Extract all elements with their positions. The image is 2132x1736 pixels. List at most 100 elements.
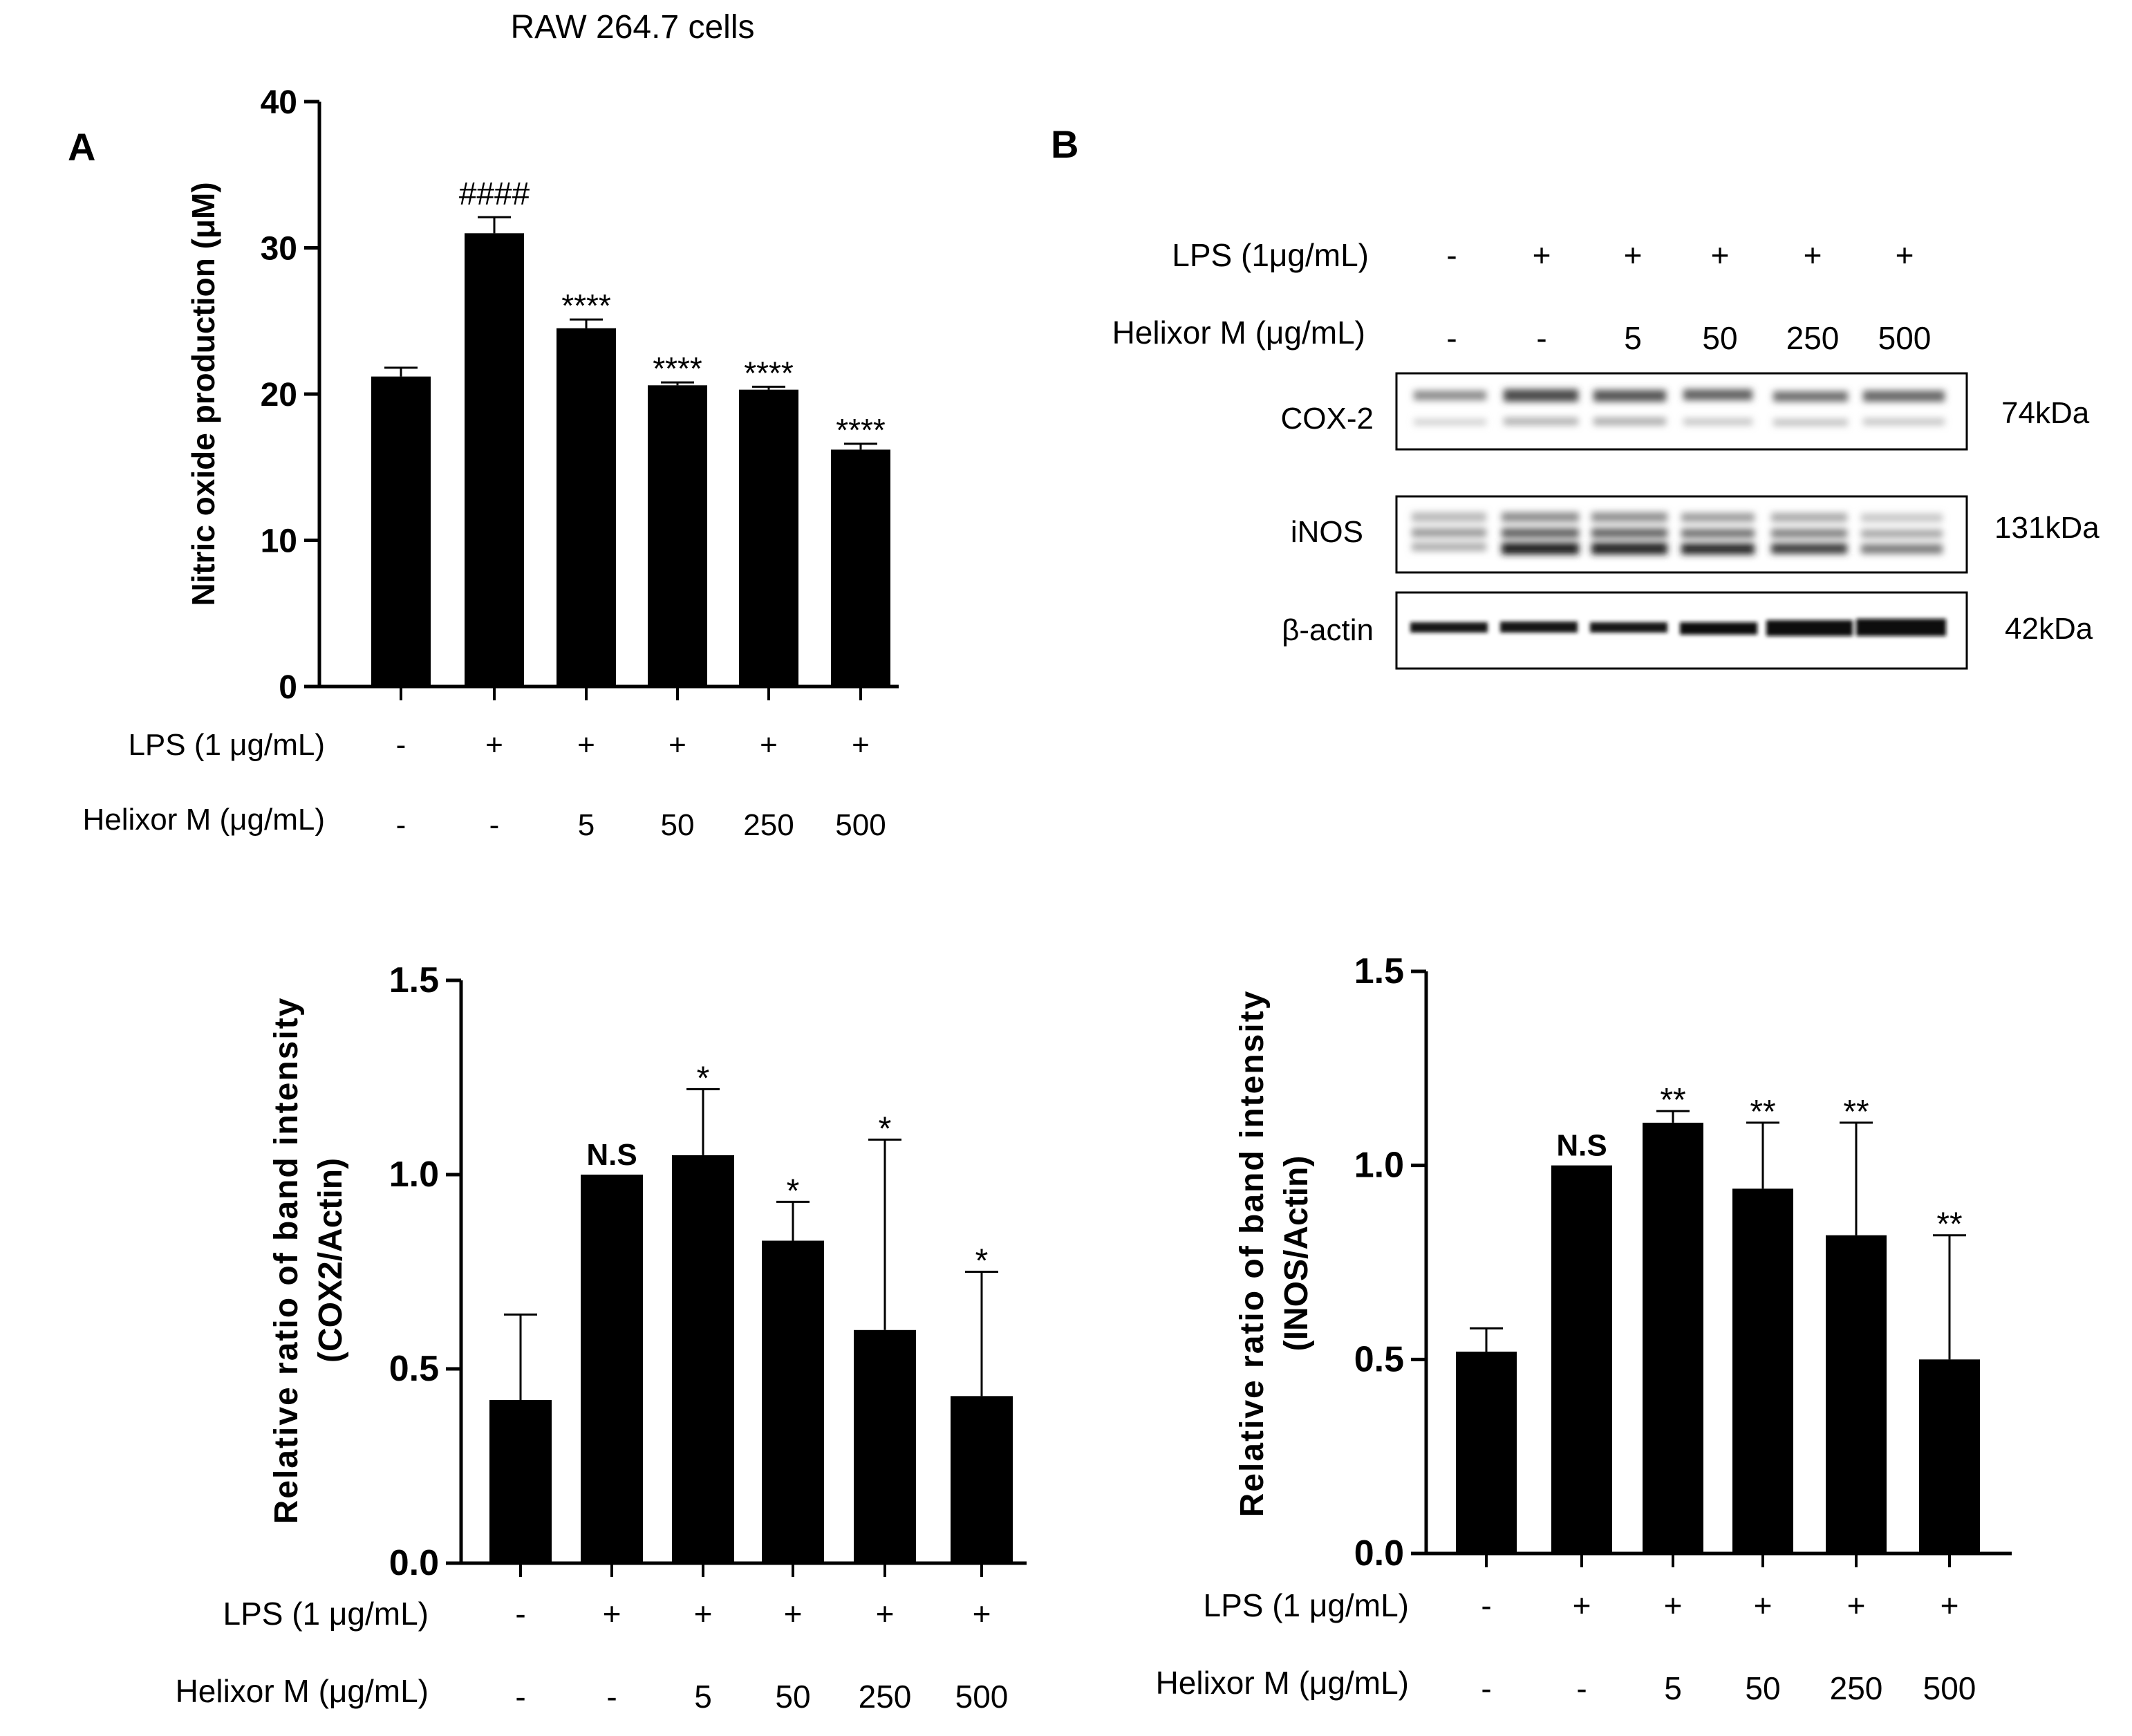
panel-inos-row-value: - [1481,1587,1491,1623]
panel-a-row-value: 500 [835,808,886,842]
panel-cox2-ytick-label: 0.5 [389,1349,439,1389]
panel-inos-ytick-label: 1.5 [1354,951,1404,991]
panel-a-ytick-label: 0 [279,669,297,706]
panel-a-bar [831,449,890,687]
panel-inos-row-value: + [1664,1587,1683,1623]
blot-kda-inos: 131kDa [1994,511,2100,545]
panel-inos-bar [1551,1165,1612,1553]
blot-row-value: + [1896,237,1914,273]
blot-row-value: 500 [1878,320,1932,356]
western-blot: LPS (1μg/mL) - + + + + + Helixor M (μg/mL) - - 5 50… [1112,237,2100,670]
cox2-y-axis-label: Relative ratio of band intensity (COX2/A… [268,997,349,1524]
inos-y-label-line1: Relative ratio of band intensity [1234,990,1271,1518]
inos-actin-chart: N.S ** ** ** ** 0.0 0.5 1.0 1.5 Relative ratio … [1156,951,2012,1706]
panel-label-b: B [1051,122,1078,166]
panel-inos-ytick-label: 0.5 [1354,1339,1404,1379]
blot-row-value: - [1446,320,1457,356]
panel-a-row-value: - [396,728,406,762]
cox2-bands [1414,389,1945,426]
panel-cox2-bar [672,1155,734,1563]
panel-inos-ytick-label: 0.0 [1354,1533,1404,1574]
panel-a-row-value: + [668,728,686,762]
panel-a-significance-label: **** [836,412,886,448]
panel-inos-significance-label: ** [1843,1094,1869,1130]
panel-a-row-value: + [577,728,595,762]
panel-inos-row-value: 250 [1830,1670,1883,1706]
panel-a-bar [648,385,707,687]
panel-cox2-row-value: 5 [694,1679,712,1715]
panel-a-row-label: Helixor M (μg/mL) [83,803,326,837]
panel-cox2-bar [489,1399,552,1563]
panel-inos-significance-label: ** [1750,1094,1775,1130]
panel-a-row-value: + [852,728,870,762]
panel-cox2-row-value: - [515,1679,525,1715]
panel-a-row-value: 50 [661,808,695,842]
panel-cox2-row-value: + [973,1596,991,1632]
nitric-oxide-chart: #### **** **** **** **** 0 10 20 30 40 Nitric ox… [83,84,899,842]
panel-cox2-ytick-label: 1.5 [389,960,439,1000]
panel-cox2-bar [951,1396,1013,1563]
nitric-oxide-y-axis-label: Nitric oxide production (μM) [185,182,221,606]
inos-bands [1412,512,1943,554]
panel-cox2-row-value: 50 [775,1679,810,1715]
panel-cox2-significance-label: * [697,1060,710,1096]
panel-a-row-value: - [489,808,500,842]
blot-label-inos: iNOS [1291,515,1363,549]
actin-bands [1410,619,1946,636]
blot-row-value: + [1624,237,1643,273]
panel-inos-bar [1643,1122,1703,1553]
panel-a-row-value: 250 [743,808,794,842]
blot-label-actin: β-actin [1282,613,1374,647]
panel-cox2-row-label: Helixor M (μg/mL) [176,1673,429,1709]
blot-row-value: + [1804,237,1822,273]
panel-a-ytick-label: 20 [261,377,297,413]
panel-inos-significance-label: ** [1936,1206,1962,1243]
panel-inos-bar [1919,1359,1980,1553]
blot-box-cox2 [1395,372,1968,451]
panel-cox2-row-value: 250 [859,1679,912,1715]
panel-inos-row-value: - [1481,1670,1491,1706]
blot-label-cox2: COX-2 [1281,402,1374,436]
panel-inos-ytick-label: 1.0 [1354,1146,1404,1186]
panel-cox2-row-value: + [876,1596,895,1632]
panel-cox2-row-value: + [603,1596,621,1632]
panel-a-row-value: + [760,728,778,762]
panel-a-significance-label: **** [744,355,794,391]
blot-row-value: 5 [1624,320,1642,356]
panel-a-row-value: + [485,728,503,762]
panel-inos-row-value: - [1576,1670,1587,1706]
cox2-y-label-line2: (COX2/Actin) [312,1158,349,1363]
panel-cox2-bar [854,1329,916,1563]
panel-cox2-significance-label: * [975,1243,989,1280]
panel-a-significance-label: **** [653,351,702,386]
blot-row-label: Helixor M (μg/mL) [1112,315,1365,351]
panel-inos-row-label: LPS (1 μg/mL) [1204,1587,1410,1623]
cox2-y-label-line1: Relative ratio of band intensity [268,997,305,1524]
panel-inos-significance-label: N.S [1556,1129,1607,1163]
inos-y-label-line2: (INOS/Actin) [1278,1156,1315,1352]
panel-a-significance-label: #### [459,176,530,212]
panel-cox2-significance-label: * [787,1173,800,1209]
blot-row-value: - [1536,320,1546,356]
panel-a-bar [465,233,524,687]
panel-a-significance-label: **** [561,288,611,324]
panel-a-bar [739,389,798,687]
panel-cox2-significance-label: * [879,1110,892,1147]
panel-a-bar [557,328,616,687]
panel-a-bar [371,376,431,687]
blot-row-value: + [1533,237,1551,273]
blot-row-label: LPS (1μg/mL) [1172,237,1369,273]
cox2-actin-chart: N.S * * * * 0.0 0.5 1.0 1.5 Relative ratio of b… [176,960,1027,1715]
panel-inos-row-value: 5 [1664,1670,1682,1706]
panel-cox2-row-value: + [694,1596,713,1632]
panel-cox2-row-value: 500 [955,1679,1009,1715]
panel-inos-row-value: + [1573,1587,1591,1623]
blot-row-value: 50 [1702,320,1737,356]
panel-cox2-row-label: LPS (1 μg/mL) [223,1596,429,1632]
panel-inos-bar [1826,1235,1887,1553]
panel-a-ytick-label: 10 [261,523,297,560]
panel-cox2-significance-label: N.S [586,1138,637,1172]
inos-y-axis-label: Relative ratio of band intensity (INOS/A… [1234,990,1315,1518]
panel-a-ytick-label: 30 [261,231,297,268]
